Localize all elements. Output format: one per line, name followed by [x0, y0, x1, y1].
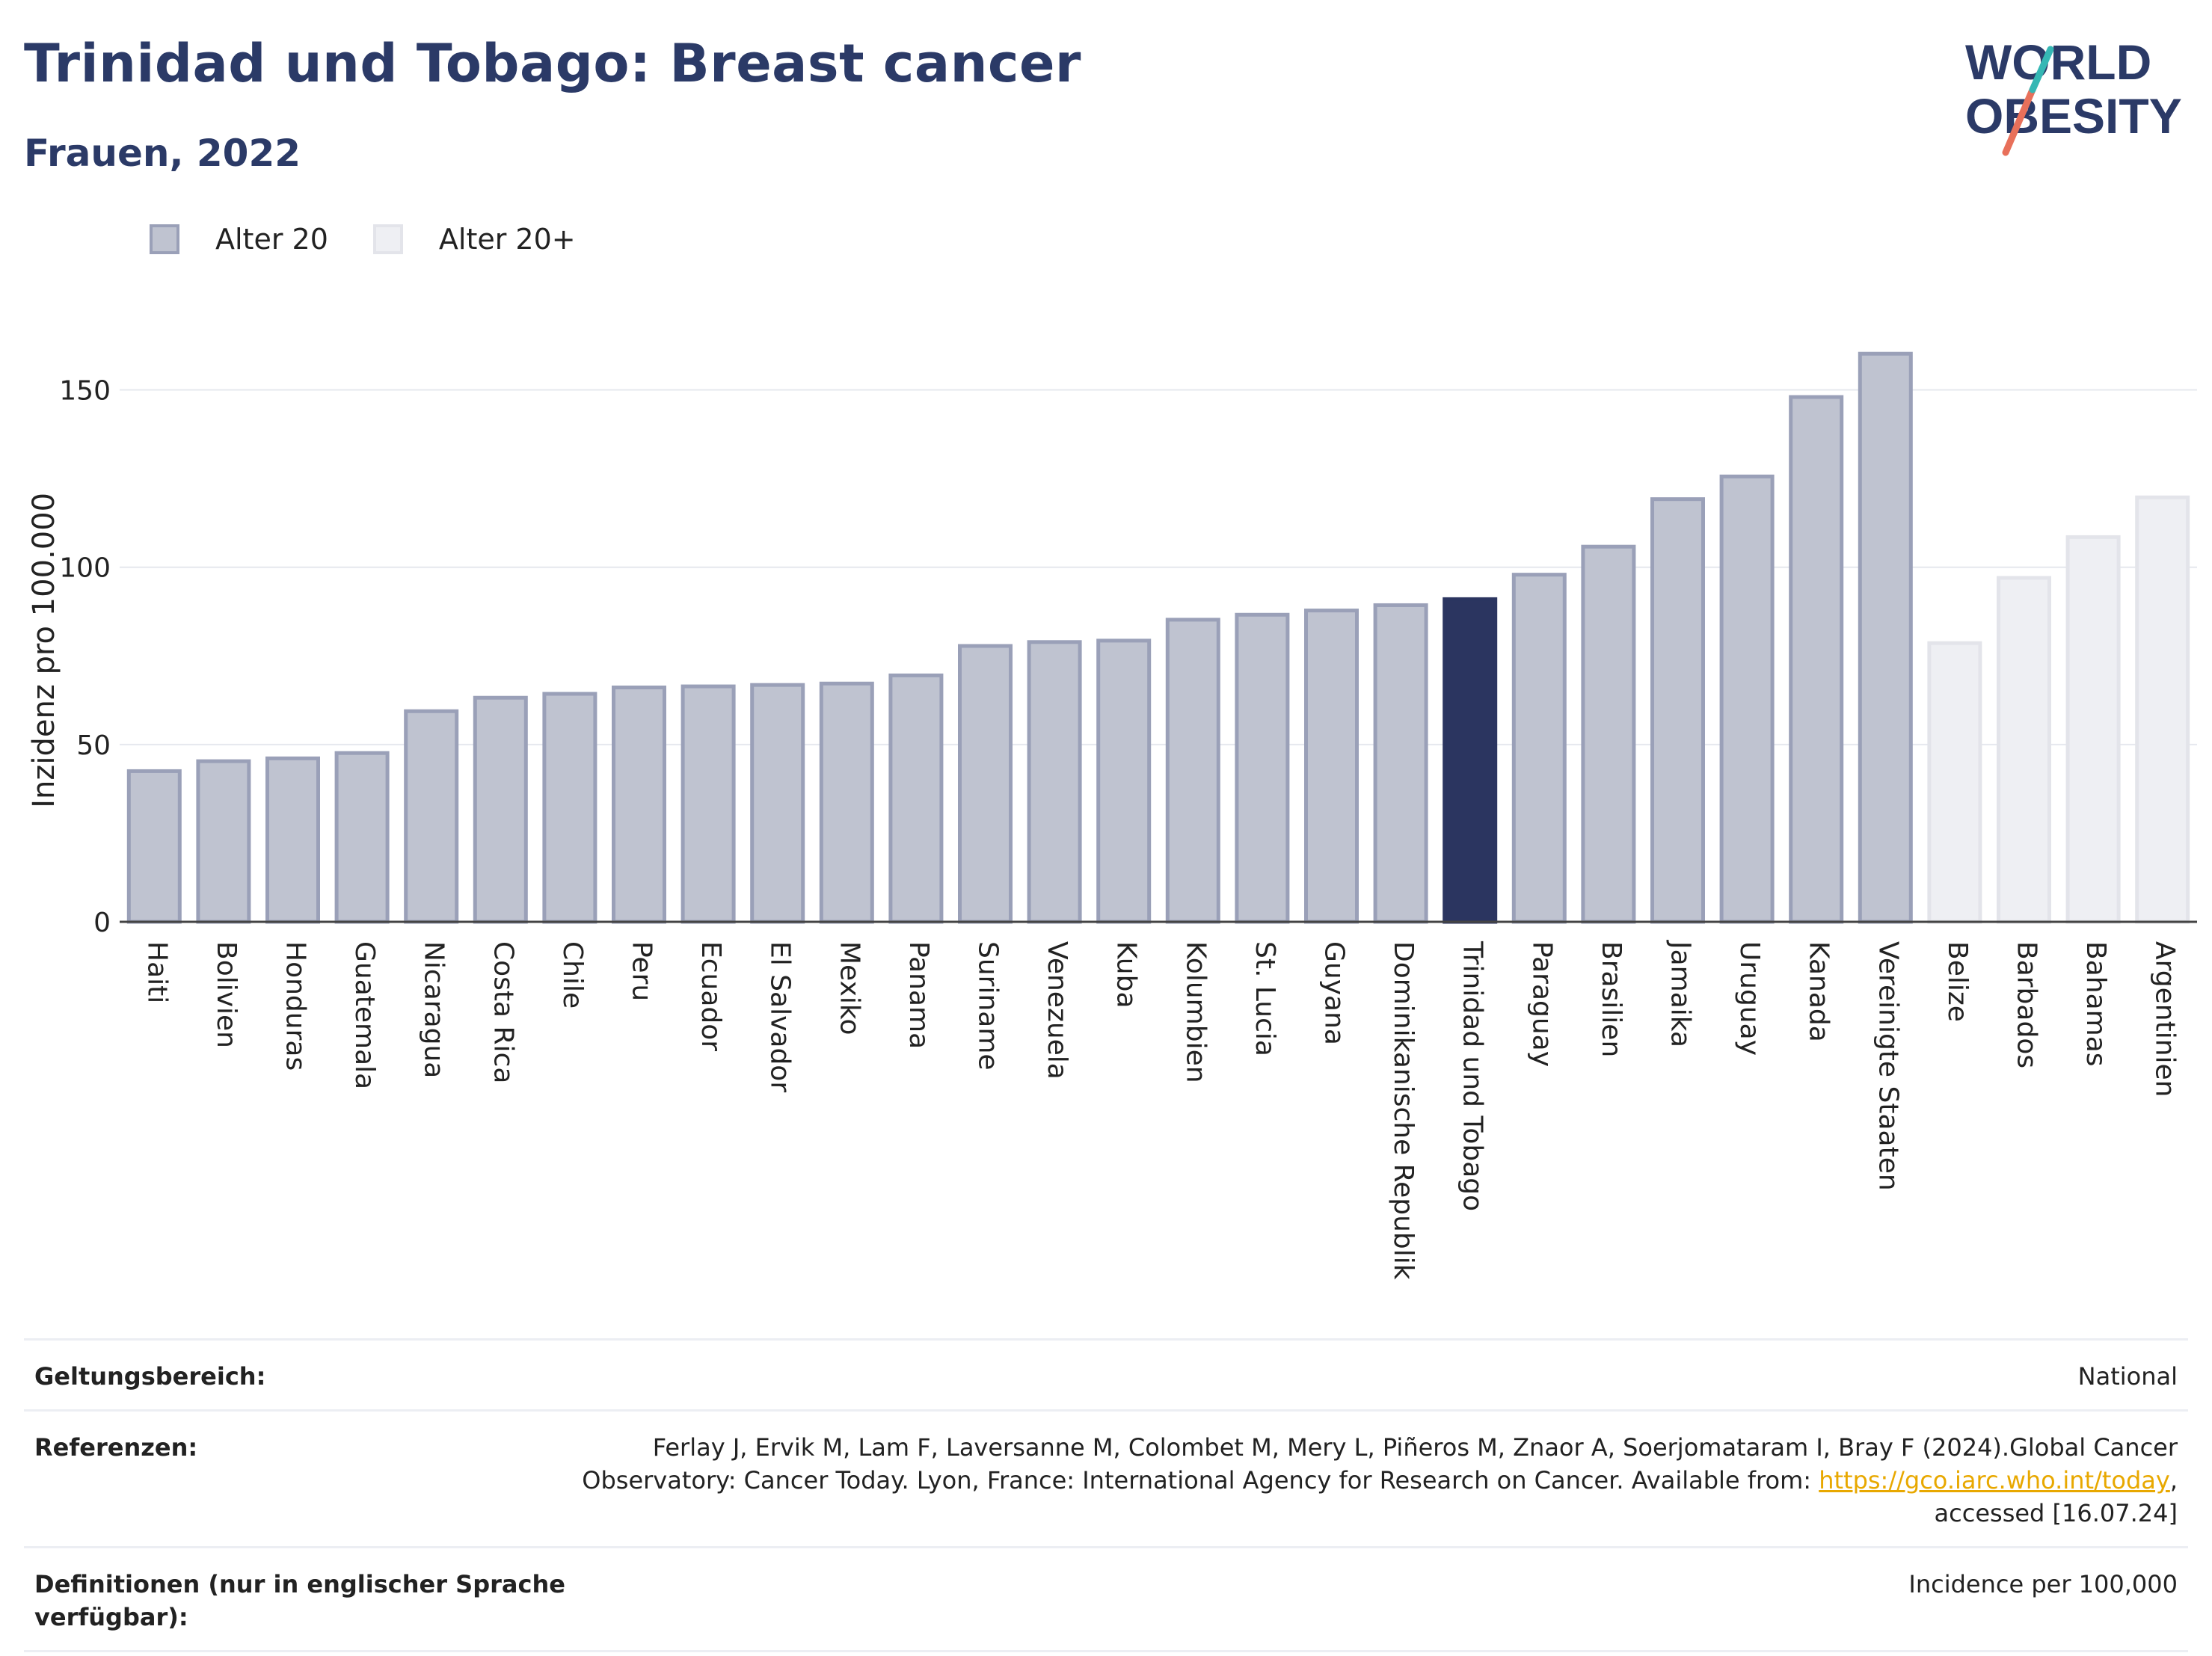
- bar: [888, 673, 944, 924]
- bar: [1235, 612, 1290, 924]
- x-tick-label: Guatemala: [349, 941, 380, 1089]
- y-tick-label: 0: [93, 908, 111, 938]
- x-tick-label: Belize: [1942, 941, 1973, 1022]
- reference-text-1: Ferlay J, Ervik M, Lam F, Laversanne M, …: [652, 1433, 2178, 1462]
- x-tick-label: Vereinigte Staaten: [1872, 941, 1903, 1191]
- bar: [1650, 497, 1705, 924]
- reference-link[interactable]: https://gco.iarc.who.int/today: [1819, 1466, 2170, 1495]
- footer-row-scope: Geltungsbereich: National: [24, 1338, 2188, 1409]
- x-tick-label: Suriname: [973, 941, 1004, 1071]
- bar: [681, 684, 736, 924]
- bar: [1997, 576, 2051, 924]
- bar: [542, 692, 597, 924]
- footer-row-definitions: Definitionen (nur in englischer Sprache …: [24, 1546, 2188, 1652]
- bar: [1165, 618, 1220, 924]
- x-tick-label: Kolumbien: [1180, 941, 1211, 1083]
- x-tick-label: Panama: [903, 941, 934, 1049]
- reference-text-4: accessed [16.07.24]: [1934, 1499, 2178, 1527]
- bar: [334, 751, 390, 924]
- legend-label: Alter 20+: [438, 223, 576, 256]
- x-tick-label: Chile: [557, 941, 588, 1009]
- bar: [1027, 640, 1082, 924]
- x-tick-label: Uruguay: [1734, 941, 1765, 1056]
- bar: [958, 644, 1013, 924]
- bar: [404, 709, 459, 924]
- bar: [473, 695, 528, 924]
- logo-line1: WORLD: [1965, 34, 2151, 90]
- bar: [1789, 395, 1844, 924]
- definitions-value: Incidence per 100,000: [1908, 1570, 2178, 1598]
- bar: [1304, 609, 1359, 924]
- bar: [126, 769, 182, 924]
- reference-text-2: Observatory: Cancer Today. Lyon, France:…: [582, 1466, 1819, 1495]
- legend-swatch: [372, 224, 403, 254]
- bar: [1443, 597, 1498, 924]
- scope-label: Geltungsbereich:: [34, 1362, 266, 1391]
- x-tick-label: Honduras: [280, 941, 311, 1071]
- x-tick-label: Kuba: [1111, 941, 1142, 1009]
- x-tick-label: Costa Rica: [488, 941, 518, 1083]
- page-title: Trinidad und Tobago: Breast cancer: [24, 33, 1081, 94]
- legend-label: Alter 20: [215, 223, 328, 256]
- x-tick-label: Barbados: [2012, 941, 2042, 1068]
- x-tick-label: Guyana: [1319, 941, 1350, 1045]
- bar-chart: 0 50 100 150 Inzidenz pro 100.000 Haiti Bolivi…: [27, 351, 2197, 1280]
- x-tick-label: Bolivien: [211, 941, 242, 1048]
- x-tick-label: Mexiko: [834, 941, 864, 1035]
- x-tick-label: Brasilien: [1596, 941, 1626, 1057]
- bar: [196, 759, 251, 924]
- reference-text-3: ,: [2169, 1466, 2178, 1495]
- bar: [819, 681, 874, 924]
- bar: [1858, 351, 1913, 924]
- bar: [1096, 638, 1152, 924]
- legend-item-alter-20[interactable]: Alter 20: [150, 223, 328, 256]
- y-axis-title: Inzidenz pro 100.000: [27, 493, 61, 808]
- bar: [1927, 641, 1982, 924]
- definitions-label: Definitionen (nur in englischer Sprache …: [34, 1570, 565, 1631]
- bar: [1719, 474, 1775, 924]
- legend-item-alter-20-plus[interactable]: Alter 20+: [372, 223, 576, 256]
- x-tick-label: Kanada: [1804, 941, 1834, 1042]
- chart-footer: Geltungsbereich: National Referenzen: Fe…: [24, 1338, 2188, 1652]
- x-tick-label: Trinidad und Tobago: [1457, 941, 1488, 1211]
- x-tick-label: Jamaika: [1665, 940, 1696, 1047]
- x-tick-label: Ecuador: [695, 941, 726, 1051]
- x-tick-label: Peru: [627, 941, 657, 1001]
- legend-swatch: [150, 224, 179, 254]
- x-tick-label: Nicaragua: [419, 941, 449, 1078]
- logo-line2: OBESITY: [1965, 88, 2182, 144]
- bar: [1511, 573, 1567, 924]
- x-tick-label: El Salvador: [765, 941, 796, 1092]
- chart-legend: Alter 20 Alter 20+: [150, 223, 621, 256]
- references-label: Referenzen:: [34, 1433, 198, 1462]
- y-tick-label: 100: [59, 553, 111, 584]
- bar: [2135, 495, 2190, 924]
- x-tick-label: Venezuela: [1042, 941, 1072, 1080]
- bar: [265, 756, 320, 924]
- x-tick-label: St. Lucia: [1250, 941, 1280, 1056]
- x-tick-label: Dominikanische Republik: [1388, 941, 1419, 1280]
- bar: [612, 685, 666, 924]
- x-tick-label: Paraguay: [1526, 941, 1557, 1067]
- bar: [1581, 544, 1636, 924]
- y-tick-label: 50: [76, 730, 111, 761]
- x-tick-label: Argentinien: [2150, 941, 2181, 1098]
- footer-row-references: Referenzen: Ferlay J, Ervik M, Lam F, La…: [24, 1409, 2188, 1546]
- page-subtitle: Frauen, 2022: [24, 132, 301, 175]
- bar: [2065, 535, 2121, 924]
- x-tick-label: Bahamas: [2080, 941, 2111, 1067]
- world-obesity-logo: WORLD OBESITY: [1965, 34, 2182, 156]
- bar: [750, 683, 805, 924]
- x-tick-label: Haiti: [141, 941, 172, 1003]
- scope-value: National: [2077, 1362, 2178, 1391]
- y-tick-label: 150: [59, 376, 111, 407]
- bar: [1373, 603, 1428, 924]
- references-value: Ferlay J, Ervik M, Lam F, Laversanne M, …: [573, 1431, 2178, 1530]
